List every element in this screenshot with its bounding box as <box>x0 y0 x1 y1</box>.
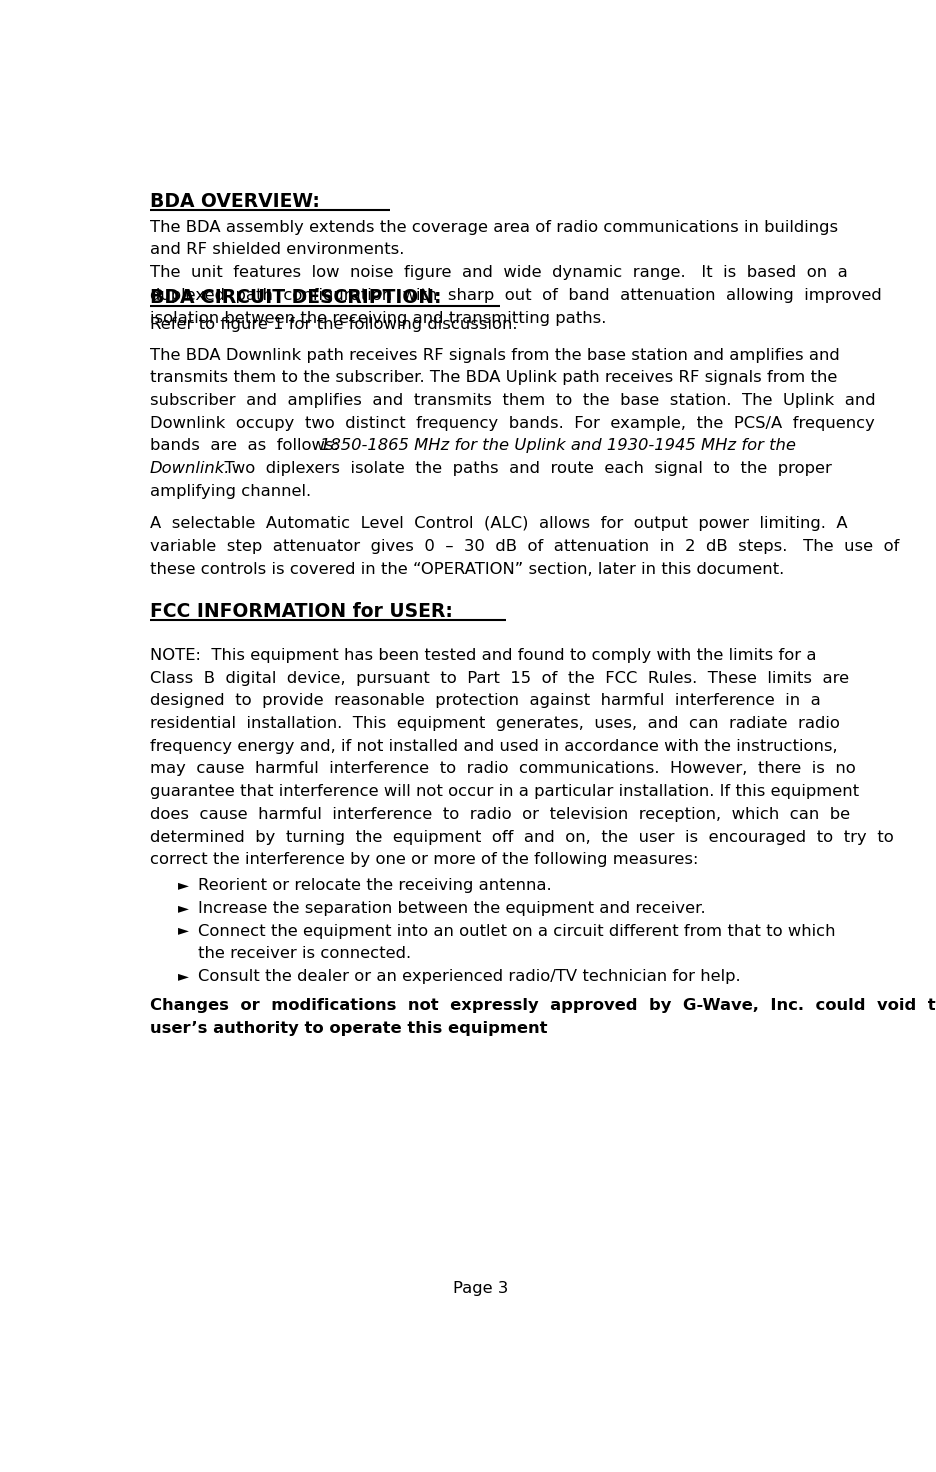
Text: amplifying channel.: amplifying channel. <box>150 484 311 499</box>
Text: duplexed  path  configuration  with  sharp  out  of  band  attenuation  allowing: duplexed path configuration with sharp o… <box>150 289 881 303</box>
Text: BDA CIRCUIT DESCRIPTION:: BDA CIRCUIT DESCRIPTION: <box>150 287 441 306</box>
Text: may  cause  harmful  interference  to  radio  communications.  However,  there  : may cause harmful interference to radio … <box>150 761 855 776</box>
Text: guarantee that interference will not occur in a particular installation. If this: guarantee that interference will not occ… <box>150 785 858 799</box>
Text: Reorient or relocate the receiving antenna.: Reorient or relocate the receiving anten… <box>198 879 551 894</box>
Text: correct the interference by one or more of the following measures:: correct the interference by one or more … <box>150 852 697 867</box>
Text: designed  to  provide  reasonable  protection  against  harmful  interference  i: designed to provide reasonable protectio… <box>150 693 820 708</box>
Text: FCC INFORMATION for USER:: FCC INFORMATION for USER: <box>150 602 452 621</box>
Text: Refer to figure 1 for the following discussion.: Refer to figure 1 for the following disc… <box>150 316 517 331</box>
Text: Page 3: Page 3 <box>452 1281 507 1295</box>
Text: variable  step  attenuator  gives  0  –  30  dB  of  attenuation  in  2  dB  ste: variable step attenuator gives 0 – 30 dB… <box>150 539 898 553</box>
Text: A  selectable  Automatic  Level  Control  (ALC)  allows  for  output  power  lim: A selectable Automatic Level Control (AL… <box>150 517 846 531</box>
Text: The BDA assembly extends the coverage area of radio communications in buildings: The BDA assembly extends the coverage ar… <box>150 219 837 234</box>
Text: The BDA Downlink path receives RF signals from the base station and amplifies an: The BDA Downlink path receives RF signal… <box>150 347 839 362</box>
Text: The  unit  features  low  noise  figure  and  wide  dynamic  range.   It  is  ba: The unit features low noise figure and w… <box>150 265 846 280</box>
Text: bands  are  as  follows:: bands are as follows: <box>150 439 349 453</box>
Text: ►: ► <box>178 901 188 914</box>
Text: these controls is covered in the “OPERATION” section, later in this document.: these controls is covered in the “OPERAT… <box>150 562 783 577</box>
Text: transmits them to the subscriber. The BDA Uplink path receives RF signals from t: transmits them to the subscriber. The BD… <box>150 371 836 386</box>
Text: Downlink.: Downlink. <box>150 461 230 475</box>
Text: Consult the dealer or an experienced radio/TV technician for help.: Consult the dealer or an experienced rad… <box>198 969 740 983</box>
Text: Downlink  occupy  two  distinct  frequency  bands.  For  example,  the  PCS/A  f: Downlink occupy two distinct frequency b… <box>150 415 873 431</box>
Text: frequency energy and, if not installed and used in accordance with the instructi: frequency energy and, if not installed a… <box>150 739 837 754</box>
Text: subscriber  and  amplifies  and  transmits  them  to  the  base  station.  The  : subscriber and amplifies and transmits t… <box>150 393 874 408</box>
Text: Increase the separation between the equipment and receiver.: Increase the separation between the equi… <box>198 901 706 916</box>
Text: determined  by  turning  the  equipment  off  and  on,  the  user  is  encourage: determined by turning the equipment off … <box>150 830 892 845</box>
Text: residential  installation.  This  equipment  generates,  uses,  and  can  radiat: residential installation. This equipment… <box>150 715 839 732</box>
Text: does  cause  harmful  interference  to  radio  or  television  reception,  which: does cause harmful interference to radio… <box>150 807 849 821</box>
Text: Class  B  digital  device,  pursuant  to  Part  15  of  the  FCC  Rules.  These : Class B digital device, pursuant to Part… <box>150 671 848 686</box>
Text: user’s authority to operate this equipment: user’s authority to operate this equipme… <box>150 1022 547 1036</box>
Text: ►: ► <box>178 879 188 892</box>
Text: Changes  or  modifications  not  expressly  approved  by  G-Wave,  Inc.  could  : Changes or modifications not expressly a… <box>150 998 936 1013</box>
Text: Two  diplexers  isolate  the  paths  and  route  each  signal  to  the  proper: Two diplexers isolate the paths and rout… <box>213 461 831 475</box>
Text: and RF shielded environments.: and RF shielded environments. <box>150 243 403 258</box>
Text: BDA OVERVIEW:: BDA OVERVIEW: <box>150 191 319 210</box>
Text: NOTE:  This equipment has been tested and found to comply with the limits for a: NOTE: This equipment has been tested and… <box>150 648 815 662</box>
Text: Connect the equipment into an outlet on a circuit different from that to which: Connect the equipment into an outlet on … <box>198 923 835 939</box>
Text: 1850-1865 MHz for the Uplink and 1930-1945 MHz for the: 1850-1865 MHz for the Uplink and 1930-19… <box>320 439 796 453</box>
Text: ►: ► <box>178 923 188 938</box>
Text: ►: ► <box>178 969 188 983</box>
Text: the receiver is connected.: the receiver is connected. <box>198 946 411 961</box>
Text: isolation between the receiving and transmitting paths.: isolation between the receiving and tran… <box>150 311 606 325</box>
